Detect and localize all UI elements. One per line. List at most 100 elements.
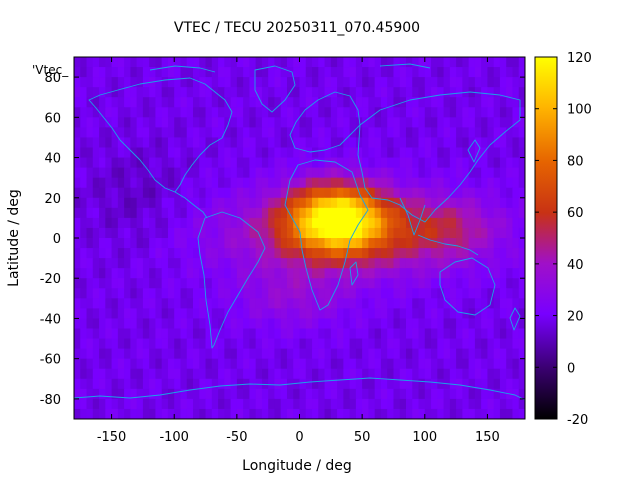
heatmap-cell [236,378,244,390]
heatmap-cell [230,408,238,419]
heatmap-cell [117,107,125,118]
heatmap-cell [142,258,150,269]
heatmap-cell [261,248,269,259]
heatmap-cell [399,388,407,400]
heatmap-cell [493,157,501,169]
heatmap-cell [512,388,520,400]
heatmap-cell [86,97,94,108]
heatmap-cell [86,227,94,239]
heatmap-cell [230,298,238,309]
heatmap-cell [443,97,451,108]
heatmap-cell [468,358,476,370]
heatmap-cell [337,167,344,179]
heatmap-cell [418,388,426,400]
heatmap-cell [274,167,282,179]
heatmap-cell [399,187,407,199]
heatmap-cell [293,107,301,118]
heatmap-cell [437,258,445,269]
heatmap-cell [468,177,476,189]
heatmap-cell [149,308,157,320]
heatmap-cell [312,167,319,179]
heatmap-cell [136,227,144,239]
heatmap-cell [80,368,88,380]
heatmap-cell [99,157,106,169]
heatmap-cell [261,127,269,139]
heatmap-cell [142,338,150,350]
heatmap-cell [136,107,144,118]
heatmap-cell [105,268,113,279]
heatmap-cell [111,227,119,239]
heatmap-cell [205,127,213,139]
heatmap-cell [174,147,182,159]
heatmap-cell [236,368,244,380]
heatmap-cell [174,238,182,249]
heatmap-cell [337,97,344,108]
heatmap-cell [399,268,407,279]
heatmap-cell [456,227,463,239]
heatmap-cell [512,127,520,139]
heatmap-cell [481,77,489,88]
heatmap-cell [186,97,194,108]
heatmap-cell [74,398,81,410]
heatmap-cell [211,318,219,330]
heatmap-cell [249,368,257,380]
heatmap-cell [130,207,138,219]
heatmap-cell [161,408,169,419]
heatmap-cell [161,348,169,360]
heatmap-cell [305,87,313,98]
heatmap-cell [274,177,282,189]
heatmap-cell [487,318,495,330]
heatmap-cell [230,348,238,360]
heatmap-cell [499,147,507,159]
heatmap-cell [431,187,438,199]
heatmap-cell [418,398,426,410]
heatmap-cell [74,328,81,340]
heatmap-cell [124,388,131,400]
heatmap-cell [205,368,213,380]
heatmap-cell [261,57,269,68]
heatmap-cell [286,368,294,380]
colorbar-tick-label: -20 [567,413,588,428]
heatmap-cell [305,348,313,360]
heatmap-cell [418,137,426,149]
heatmap-cell [261,408,269,419]
heatmap-cell [474,238,482,249]
heatmap-cell [368,157,376,169]
heatmap-cell [299,157,307,169]
heatmap-cell [86,137,94,149]
heatmap-cell [431,137,438,149]
heatmap-cell [493,217,501,229]
heatmap-cell [324,318,332,330]
heatmap-cell [130,67,138,78]
heatmap-cell [349,338,357,350]
heatmap-cell [205,308,213,320]
heatmap-cell [142,97,150,108]
heatmap-cell [92,167,100,179]
heatmap-cell [499,167,507,179]
heatmap-cell [499,238,507,249]
heatmap-cell [136,147,144,159]
heatmap-cell [424,57,432,68]
heatmap-cell [468,268,476,279]
heatmap-cell [512,358,520,370]
heatmap-cell [462,248,470,259]
heatmap-cell [405,217,413,229]
heatmap-cell [362,378,369,390]
heatmap-cell [368,278,376,289]
heatmap-cell [380,368,388,380]
heatmap-cell [437,328,445,340]
heatmap-cell [506,338,514,350]
heatmap-cell [174,318,182,330]
heatmap-cell [149,167,157,179]
heatmap-cell [199,318,207,330]
heatmap-cell [499,97,507,108]
heatmap-cell [236,97,244,108]
heatmap-cell [180,227,188,239]
heatmap-cell [456,157,463,169]
heatmap-cell [268,77,276,88]
heatmap-cell [299,217,307,229]
heatmap-cell [249,197,257,209]
heatmap-cell [268,177,276,189]
heatmap-cell [80,97,88,108]
heatmap-cell [86,368,94,380]
